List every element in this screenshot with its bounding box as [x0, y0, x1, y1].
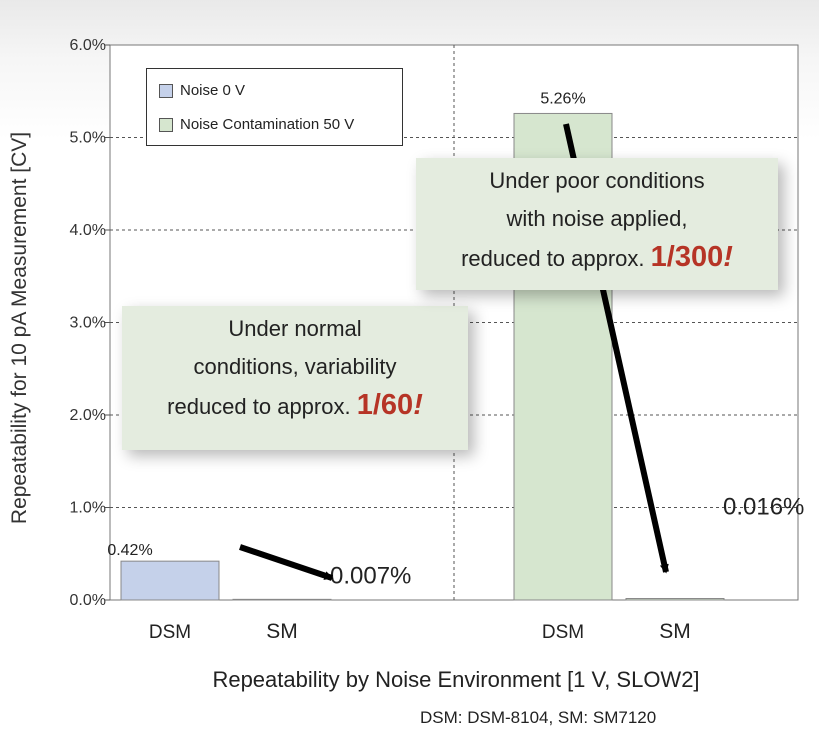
arrow-normal [239, 544, 334, 581]
legend-item-noise-50v: Noise Contamination 50 V [159, 116, 354, 133]
source-note: DSM: DSM-8104, SM: SM7120 [420, 708, 657, 727]
callout-line: conditions, variability [193, 354, 397, 379]
bar-sm-noise-50v [625, 598, 725, 601]
x-axis-label: Repeatability by Noise Environment [1 V,… [212, 667, 699, 692]
legend-swatch-green [159, 117, 173, 132]
x-tick-labels: DSM SM DSM SM [149, 620, 691, 643]
data-label: 5.26% [540, 90, 585, 107]
y-tick-label: 5.0% [70, 130, 106, 147]
callout-ratio: 1/300 [650, 241, 724, 273]
callout-line: Under poor conditions [489, 168, 705, 193]
callout-line: with noise applied, [506, 206, 688, 231]
callout-normal: Under normal conditions, variability red… [122, 306, 468, 450]
x-tick-label: SM [659, 620, 691, 643]
y-tick-label: 0.0% [70, 592, 106, 609]
bar-sm-noise-0v [232, 598, 332, 601]
legend-label: Noise 0 V [180, 82, 246, 99]
x-tick-label: SM [266, 620, 298, 643]
x-tick-label: DSM [542, 622, 584, 643]
callout-line: reduced to approx. 1/300! [416, 238, 778, 278]
callout-text: reduced to approx. [461, 246, 645, 271]
callout-exclamation: ! [413, 389, 423, 421]
y-axis-label: Repeatability for 10 pA Measurement [CV] [8, 132, 31, 524]
data-label: 0.007% [330, 562, 411, 589]
y-tick-label: 1.0% [70, 500, 106, 517]
y-tick-labels: 0.0% 1.0% 2.0% 3.0% 4.0% 5.0% 6.0% [70, 37, 110, 609]
callout-exclamation: ! [723, 241, 733, 273]
callout-noise: Under poor conditions with noise applied… [416, 158, 778, 290]
callout-line: Under normal [228, 316, 362, 341]
bar-labels: 0.42% 0.007% 5.26% 0.016% [107, 90, 804, 589]
y-tick-label: 4.0% [70, 222, 106, 239]
legend-item-noise-0v: Noise 0 V [159, 82, 245, 99]
y-tick-label: 2.0% [70, 407, 106, 424]
y-tick-label: 3.0% [70, 315, 106, 332]
data-label: 0.42% [107, 542, 152, 559]
y-tick-label: 6.0% [70, 37, 106, 54]
data-label: 0.016% [723, 494, 804, 521]
legend-label: Noise Contamination 50 V [180, 116, 355, 133]
callout-ratio: 1/60 [356, 389, 414, 421]
callout-text: reduced to approx. [167, 394, 351, 419]
legend-swatch-blue [159, 83, 173, 98]
x-tick-label: DSM [149, 622, 191, 643]
bar-dsm-noise-0v [120, 560, 220, 601]
legend: Noise 0 V Noise Contamination 50 V [146, 68, 403, 146]
callout-line: reduced to approx. 1/60! [122, 386, 468, 426]
